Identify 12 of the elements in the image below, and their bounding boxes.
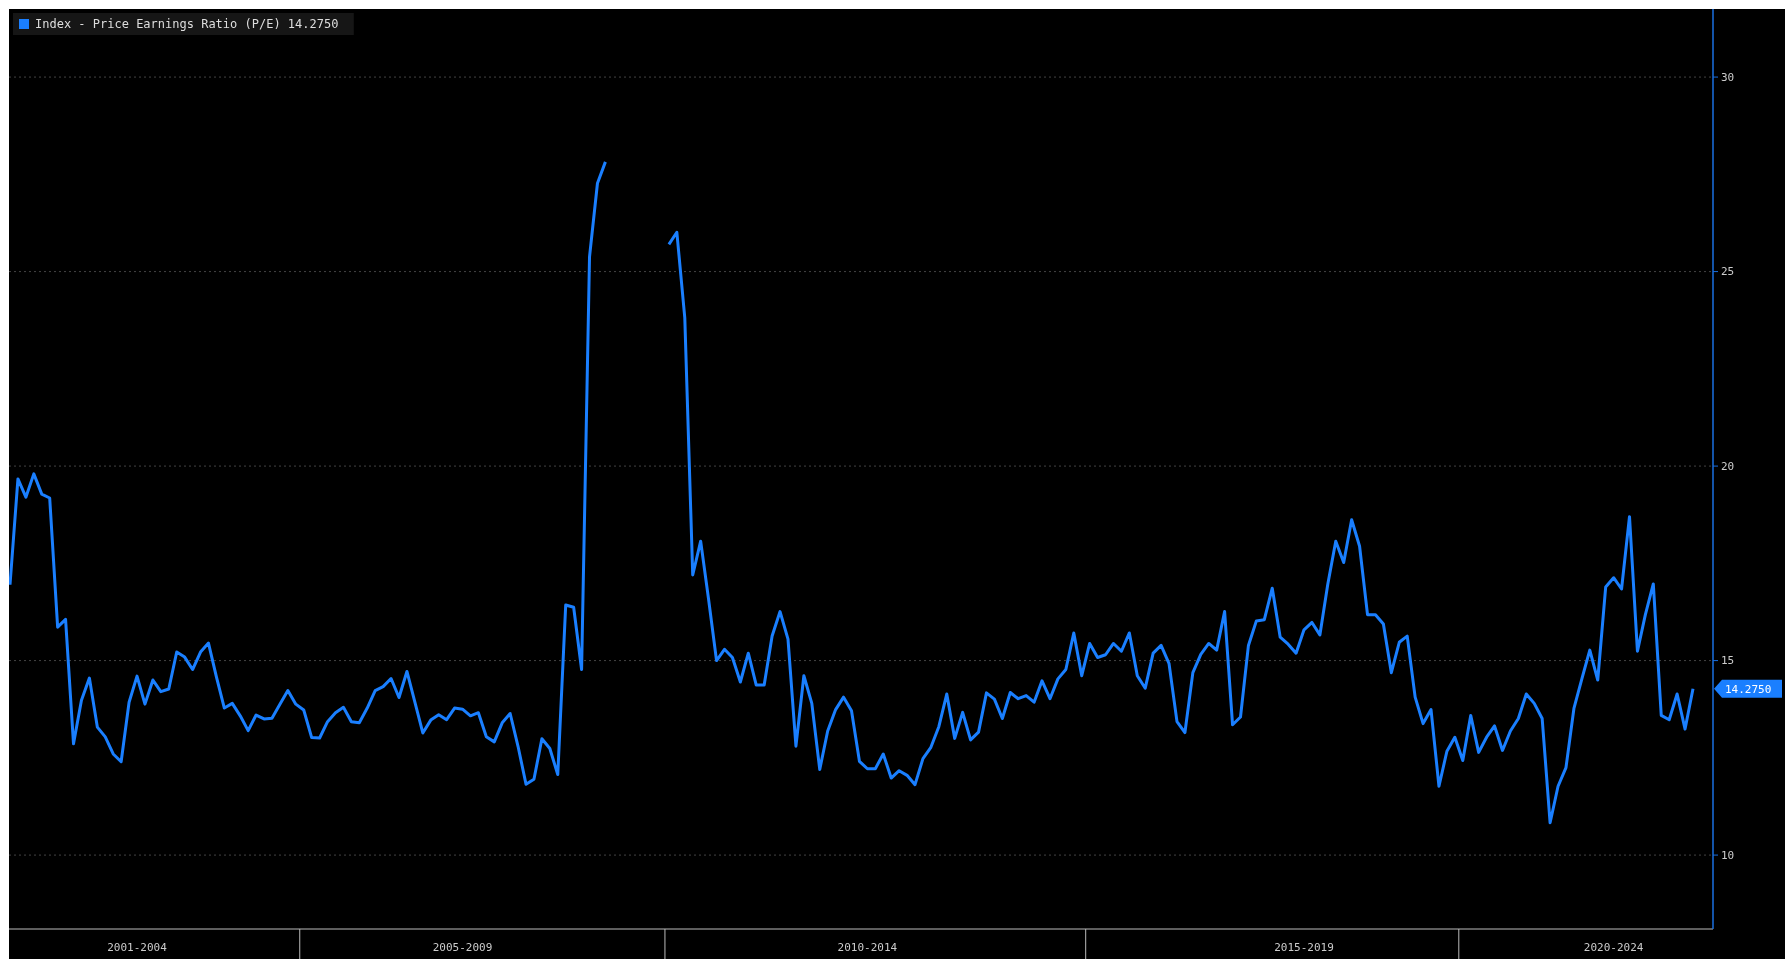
- y-tick-label: 25: [1721, 265, 1735, 279]
- y-tick-label: 30: [1721, 70, 1735, 84]
- legend-label: Index - Price Earnings Ratio (P/E) 14.2750: [35, 17, 339, 32]
- x-tick-label: 2020-2024: [1583, 941, 1644, 954]
- x-tick-label: 2010-2014: [837, 941, 898, 954]
- x-tick-label: 2005-2009: [432, 941, 493, 954]
- x-tick-label: 2015-2019: [1274, 941, 1334, 954]
- y-tick-label: 15: [1721, 654, 1735, 668]
- y-tick-label: 20: [1721, 459, 1735, 473]
- y-tick-label: 10: [1721, 848, 1735, 862]
- x-tick-label: 2001-2004: [107, 941, 168, 954]
- text: 14.2750: [1725, 682, 1772, 696]
